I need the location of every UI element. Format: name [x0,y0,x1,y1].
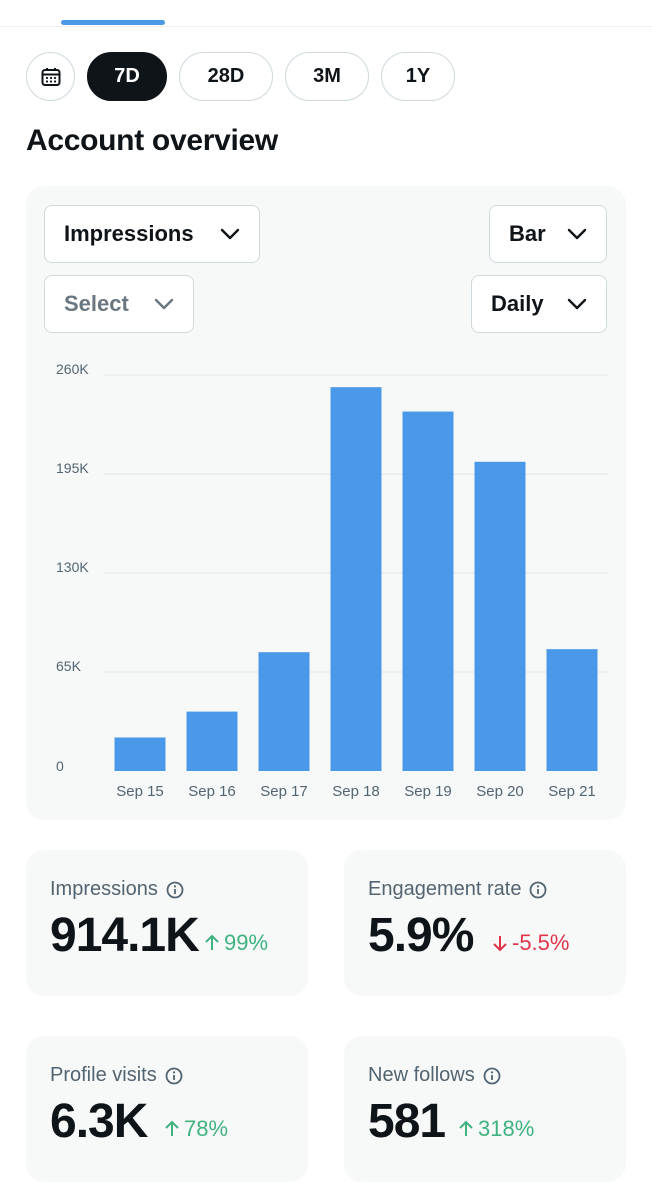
info-icon[interactable] [165,1067,183,1085]
stat-change: -5.5% [492,930,569,956]
arrow-down-icon [493,936,507,952]
metric-dropdown[interactable]: Impressions [44,205,260,263]
stat-card-profile-visits[interactable]: Profile visits 6.3K 78% [26,1036,308,1182]
info-icon[interactable] [483,1067,501,1085]
stat-change-value: -5.5% [512,930,570,955]
metric-dropdown-label: Impressions [64,221,194,246]
bar-sep-20[interactable] [474,461,526,771]
stat-change-value: 99% [224,930,269,955]
arrow-up-icon [205,934,219,950]
x-tick-label: Sep 15 [116,783,164,800]
bar-sep-21[interactable] [546,649,598,771]
stat-change: 318% [458,1116,534,1142]
range-1y-button[interactable]: 1Y [381,52,455,101]
active-tab-indicator [61,20,165,25]
granularity-dropdown[interactable]: Daily [471,275,607,333]
x-tick-label: Sep 20 [476,783,524,800]
stat-change-value: 318% [478,1116,535,1141]
impressions-bar-chart: 0 65K 130K 195K 260K Sep 15 Sep 16 Sep 17 Sep 18… [56,361,608,800]
bar-sep-19[interactable] [402,411,454,771]
y-tick-label: 260K [56,361,89,377]
stat-label: Impressions [50,878,158,900]
compare-dropdown[interactable]: Select [44,275,194,333]
calendar-icon [41,67,60,86]
stat-value: 6.3K [50,1095,148,1148]
info-icon[interactable] [529,881,547,899]
stat-label: Engagement rate [368,878,522,900]
chart-card: Impressions Bar Select Daily 0 65K 130K 195… [26,186,626,820]
y-tick-label: 195K [56,460,89,476]
stat-value: 581 [368,1095,446,1148]
range-28d-button[interactable]: 28D [179,52,273,101]
chevron-down-icon [567,298,587,310]
bar-sep-15[interactable] [114,737,166,771]
range-3m-button[interactable]: 3M [285,52,369,101]
granularity-dropdown-label: Daily [491,291,544,316]
compare-dropdown-label: Select [64,291,129,316]
top-divider [0,26,652,27]
bar-sep-16[interactable] [186,711,238,771]
bar-sep-18[interactable] [330,387,382,771]
stat-card-impressions[interactable]: Impressions 914.1K 99% [26,850,308,996]
arrow-up-icon [165,1120,179,1136]
y-tick-label: 130K [56,559,89,575]
info-icon[interactable] [166,881,184,899]
y-tick-label: 0 [56,758,64,774]
x-tick-label: Sep 19 [404,783,452,800]
chevron-down-icon [220,228,240,240]
x-tick-label: Sep 21 [548,783,596,800]
stat-change: 78% [164,1116,228,1142]
x-tick-label: Sep 18 [332,783,380,800]
bar-sep-17[interactable] [258,652,310,771]
date-range-selector: 7D 28D 3M 1Y [26,52,455,102]
chart-type-dropdown[interactable]: Bar [489,205,607,263]
x-tick-label: Sep 17 [260,783,308,800]
chevron-down-icon [567,228,587,240]
stat-value: 914.1K [50,909,200,962]
range-7d-button[interactable]: 7D [87,52,167,101]
chevron-down-icon [154,298,174,310]
stat-label: Profile visits [50,1064,157,1086]
page-title: Account overview [26,124,278,157]
x-tick-label: Sep 16 [188,783,236,800]
stat-change: 99% [204,930,268,956]
stat-change-value: 78% [184,1116,229,1141]
stat-card-engagement-rate[interactable]: Engagement rate 5.9% -5.5% [344,850,626,996]
chart-type-dropdown-label: Bar [509,221,546,246]
calendar-button[interactable] [26,52,75,101]
y-tick-label: 65K [56,658,82,674]
stat-label: New follows [368,1064,475,1086]
stat-card-new-follows[interactable]: New follows 581 318% [344,1036,626,1182]
arrow-up-icon [459,1120,473,1136]
stat-value: 5.9% [368,909,474,962]
